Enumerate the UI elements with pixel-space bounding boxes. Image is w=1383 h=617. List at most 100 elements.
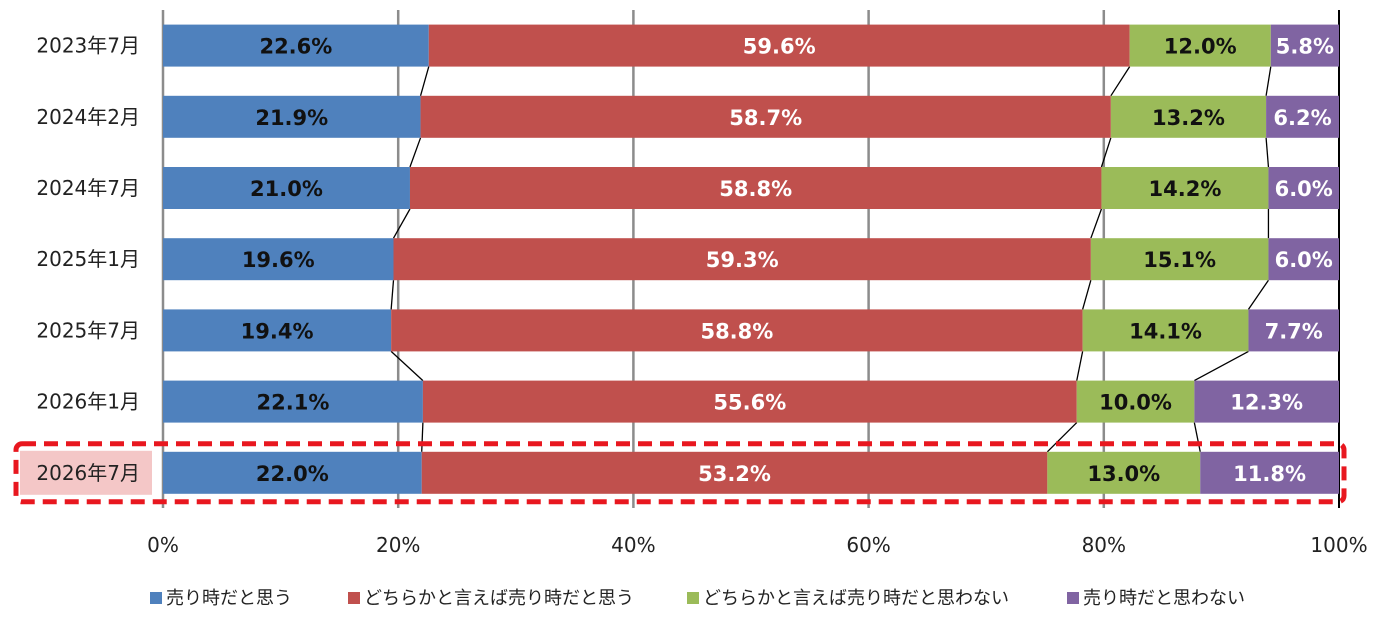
- bar-segment: [163, 238, 394, 281]
- data-label: 58.8%: [719, 177, 792, 201]
- data-label: 15.1%: [1143, 248, 1216, 272]
- legend-label: 売り時だと思う: [166, 588, 292, 609]
- legend-swatch: [1067, 592, 1079, 604]
- bar-segment: [163, 24, 429, 67]
- bar-segment: [1268, 238, 1339, 281]
- legend-label: 売り時だと思わない: [1083, 588, 1245, 609]
- bar-segment: [1082, 309, 1249, 352]
- series-line: [390, 280, 395, 310]
- data-label: 6.0%: [1275, 248, 1333, 272]
- series-line: [1082, 280, 1092, 310]
- bar-segment: [163, 451, 422, 494]
- series-line: [409, 137, 422, 168]
- data-label: 22.0%: [256, 462, 329, 486]
- series-line: [419, 66, 430, 96]
- bar-segment: [1090, 238, 1269, 281]
- bar-segment: [1110, 95, 1267, 138]
- x-axis-ticks: 0% 20% 40% 60% 80% 100%: [147, 533, 1367, 557]
- series-line: [1100, 137, 1112, 168]
- series-line: [421, 422, 424, 452]
- bar-segment: [1101, 167, 1269, 209]
- data-label: 58.8%: [700, 319, 773, 343]
- series-line: [1110, 66, 1131, 97]
- bar-segment: [163, 309, 392, 352]
- series-line: [1046, 422, 1078, 453]
- data-label: 5.8%: [1276, 35, 1334, 59]
- x-tick-label: 40%: [611, 533, 655, 557]
- bar-segment: [1268, 167, 1339, 209]
- data-label: 21.9%: [255, 106, 328, 130]
- category-label: 2025年7月: [36, 318, 140, 342]
- bar-segment: [1076, 380, 1195, 423]
- bar-segment: [422, 380, 1077, 423]
- x-tick-label: 80%: [1082, 533, 1126, 557]
- legend-swatch: [348, 592, 360, 604]
- x-tick-label: 0%: [147, 533, 179, 557]
- bar-segment: [1129, 24, 1271, 67]
- legend-label: どちらかと言えば売り時だと思う: [364, 588, 634, 609]
- bar-segment: [420, 95, 1111, 138]
- bar-segment: [1248, 309, 1339, 352]
- data-label: 19.6%: [242, 248, 315, 272]
- data-label: 11.8%: [1233, 462, 1306, 486]
- data-label: 6.2%: [1273, 106, 1331, 130]
- series-line: [1194, 350, 1249, 382]
- series-line: [1193, 422, 1201, 452]
- bars: [163, 24, 1339, 494]
- category-label: 2025年1月: [36, 247, 140, 271]
- data-label: 53.2%: [698, 462, 771, 486]
- data-label: 12.3%: [1230, 391, 1303, 415]
- bar-segment: [1200, 451, 1339, 494]
- bar-segment: [428, 24, 1130, 67]
- highlight-frame: [13, 441, 1347, 505]
- bar-segment: [409, 167, 1102, 209]
- bar-segment: [391, 309, 1083, 352]
- bar-segment: [163, 167, 410, 209]
- data-label: 22.1%: [257, 391, 330, 415]
- highlight-label-bg: [20, 450, 152, 495]
- bar-segment: [1270, 24, 1339, 67]
- data-label: 12.0%: [1164, 35, 1237, 59]
- legend-swatch: [687, 592, 699, 604]
- x-tick-label: 20%: [376, 533, 420, 557]
- data-label: 21.0%: [250, 177, 323, 201]
- series-line: [1265, 66, 1272, 96]
- bar-segment: [163, 95, 421, 138]
- data-label: 13.0%: [1087, 462, 1160, 486]
- data-labels: 22.6% 59.6% 12.0% 5.8% 21.9% 58.7% 13.2% 6.2% 21…: [241, 35, 1334, 486]
- bar-segment: [163, 380, 423, 423]
- data-label: 7.7%: [1265, 319, 1323, 343]
- bar-segment: [393, 238, 1091, 281]
- category-label: 2023年7月: [36, 34, 140, 58]
- series-line: [1076, 351, 1084, 381]
- bar-segment: [1047, 451, 1201, 494]
- x-tick-label: 60%: [846, 533, 890, 557]
- data-label: 10.0%: [1099, 391, 1172, 415]
- highlight-dashed-frame: [13, 441, 1347, 505]
- category-label: 2026年7月: [36, 461, 140, 485]
- series-line: [392, 208, 411, 239]
- x-tick-label: 100%: [1310, 533, 1367, 557]
- data-label: 13.2%: [1152, 106, 1225, 130]
- data-label: 55.6%: [713, 391, 786, 415]
- series-lines: [390, 66, 1272, 453]
- series-line: [390, 350, 424, 382]
- category-labels: 2023年7月 2024年2月 2024年7月 2025年1月 2025年7月 2026年…: [20, 34, 152, 495]
- category-label: 2024年7月: [36, 176, 140, 200]
- data-label: 58.7%: [729, 106, 802, 130]
- data-label: 6.0%: [1275, 177, 1333, 201]
- bar-segment: [421, 451, 1048, 494]
- legend-swatch: [150, 592, 162, 604]
- category-label: 2026年1月: [36, 390, 140, 414]
- series-line: [1090, 208, 1103, 239]
- data-label: 14.2%: [1149, 177, 1222, 201]
- bar-segment: [1194, 380, 1339, 423]
- legend: 売り時だと思う どちらかと言えば売り時だと思う どちらかと言えば売り時だと思わない 売…: [150, 588, 1245, 609]
- data-label: 59.3%: [706, 248, 779, 272]
- bar-segment: [1266, 95, 1339, 138]
- data-label: 14.1%: [1129, 319, 1202, 343]
- series-line: [1247, 279, 1269, 310]
- category-label: 2024年2月: [36, 105, 140, 129]
- series-line: [1265, 137, 1270, 168]
